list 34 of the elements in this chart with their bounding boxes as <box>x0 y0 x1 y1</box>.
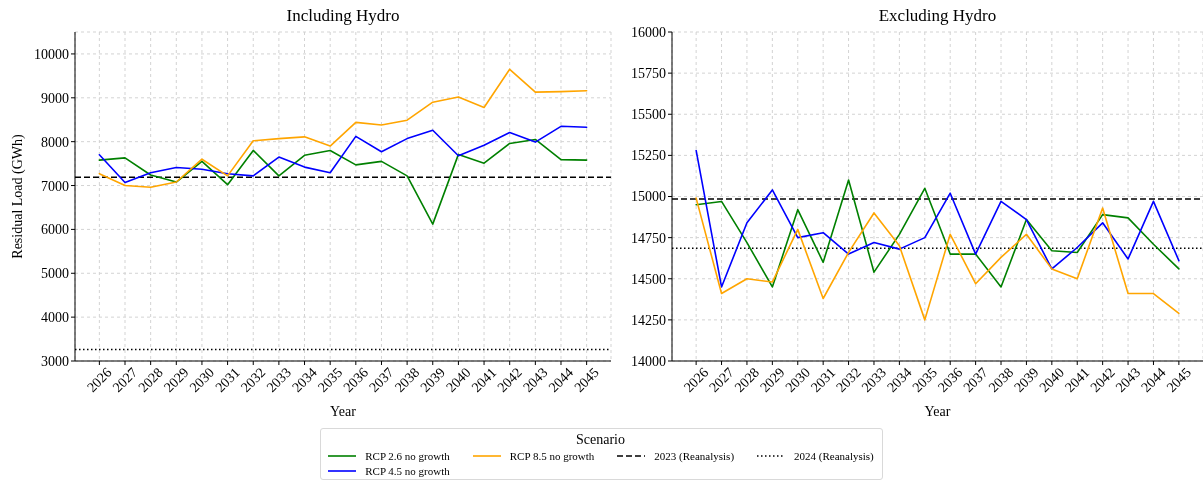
legend-title: Scenario <box>575 431 626 448</box>
legend-label: RCP 8.5 no growth <box>509 449 595 462</box>
chart-title: Including Hydro <box>285 6 401 26</box>
line-series <box>98 125 588 184</box>
y-tick-label: 9000 <box>41 90 69 106</box>
y-tick-label: 14250 <box>631 312 666 328</box>
y-axis-title: Residual Load (GWh) <box>9 133 26 259</box>
legend-label: RCP 2.6 no growth <box>365 449 450 462</box>
line-series <box>695 179 1180 288</box>
y-tick-label: 6000 <box>41 222 69 238</box>
y-tick-label: 15500 <box>631 107 666 123</box>
y-tick-label: 15250 <box>631 148 666 164</box>
y-tick-label: 16000 <box>631 24 666 40</box>
x-axis-title: Year <box>924 404 951 419</box>
y-tick-label: 8000 <box>41 134 69 150</box>
y-tick-label: 3000 <box>41 353 69 369</box>
y-tick-label: 14500 <box>631 271 666 287</box>
chart-title: Excluding Hydro <box>877 6 998 26</box>
y-tick-label: 15000 <box>631 189 666 205</box>
y-tick-label: 15750 <box>631 66 666 82</box>
x-axis-title: Year <box>330 404 357 419</box>
line-series <box>98 68 588 189</box>
y-tick-label: 7000 <box>41 178 69 194</box>
legend-label: RCP 4.5 no growth <box>365 464 450 477</box>
y-tick-label: 14750 <box>631 230 666 246</box>
y-tick-label: 4000 <box>41 310 69 326</box>
y-tick-label: 10000 <box>34 46 69 62</box>
y-tick-label: 5000 <box>41 266 69 282</box>
line-series <box>695 197 1180 321</box>
line-series <box>98 138 588 225</box>
line-series <box>695 149 1180 288</box>
legend-label: 2023 (Reanalysis) <box>654 449 735 462</box>
y-tick-label: 14000 <box>631 353 666 369</box>
legend-label: 2024 (Reanalysis) <box>794 449 874 462</box>
